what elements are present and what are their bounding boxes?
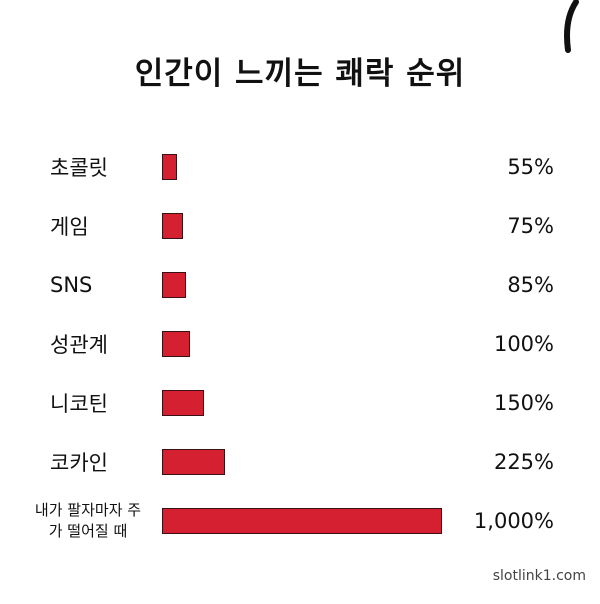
bar: [162, 272, 186, 298]
bar: [162, 154, 178, 180]
category-label: 내가 팔자마자 주가 떨어질 때: [34, 501, 142, 540]
category-label: SNS: [50, 273, 93, 297]
value-label: 55%: [507, 155, 554, 179]
category-label: 초콜릿: [50, 156, 108, 180]
value-label: 85%: [507, 273, 554, 297]
value-label: 1,000%: [473, 509, 554, 533]
bar: [162, 449, 225, 475]
value-label: 225%: [493, 450, 554, 474]
bar: [162, 213, 183, 239]
category-label: 코카인: [50, 451, 108, 475]
bar: [162, 390, 204, 416]
value-label: 100%: [493, 332, 554, 356]
category-label: 니코틴: [50, 392, 108, 416]
category-label: 게임: [50, 215, 89, 239]
category-label: 성관계: [50, 333, 108, 357]
value-label: 75%: [507, 214, 554, 238]
bar: [162, 331, 190, 357]
value-label: 150%: [493, 391, 554, 415]
pen-stroke: [564, 0, 579, 53]
bar: [162, 508, 442, 534]
chart-title: 인간이 느끼는 쾌락 순위: [134, 56, 466, 92]
watermark: slotlink1.com: [492, 568, 586, 584]
